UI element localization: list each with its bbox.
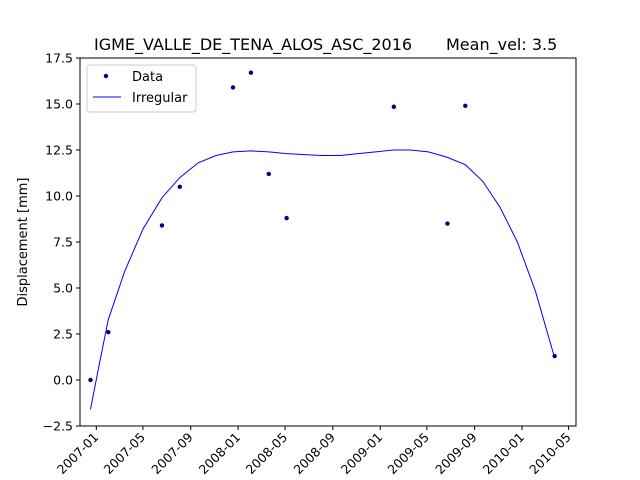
- mean-velocity-label: Mean_vel: 3.5: [446, 35, 557, 55]
- data-point: [284, 215, 289, 221]
- plot-frame: [79, 57, 577, 427]
- y-tick-label: 0.0: [53, 373, 73, 388]
- legend: Data Irregular: [86, 64, 197, 113]
- data-point: [230, 85, 236, 90]
- plot-series: [88, 70, 557, 410]
- data-point: [463, 103, 468, 109]
- legend-label-irregular: Irregular: [132, 91, 188, 106]
- x-tick-label: 2009-09: [432, 429, 480, 477]
- irregular-line: [89, 149, 556, 410]
- x-axis: 2007-01 2007-05 2007-09 2008-01 2008-05 2008-…: [54, 426, 574, 477]
- data-point: [552, 353, 557, 359]
- data-point: [159, 223, 165, 228]
- chart-title: IGME_VALLE_DE_TENA_ALOS_ASC_2016: [94, 35, 412, 55]
- y-tick-label: 2.5: [53, 327, 73, 342]
- x-tick-label: 2009-05: [384, 430, 432, 478]
- data-point: [248, 70, 254, 75]
- x-tick-label: 2010-01: [480, 430, 528, 478]
- data-point: [266, 171, 271, 177]
- data-point: [88, 377, 93, 383]
- x-tick-label: 2008-01: [196, 430, 244, 478]
- data-point: [106, 329, 111, 335]
- legend-data-marker: [103, 73, 109, 79]
- x-tick-label: 2008-09: [290, 429, 338, 477]
- data-point: [177, 184, 183, 189]
- y-tick-label: 7.5: [53, 235, 73, 250]
- y-tick-label: 10.0: [45, 189, 73, 204]
- x-tick-label: 2007-05: [101, 430, 149, 478]
- y-axis-label: Displacement [mm]: [16, 178, 31, 307]
- y-axis: −2.5 0.0 2.5 5.0 7.5 10.0 12.5 15.0 17.5: [43, 51, 80, 434]
- data-point: [445, 221, 450, 226]
- y-tick-label: 15.0: [45, 97, 73, 112]
- x-tick-label: 2007-09: [148, 429, 196, 477]
- x-tick-label: 2009-01: [338, 430, 386, 478]
- y-tick-label: −2.5: [43, 419, 73, 434]
- data-point: [391, 104, 397, 109]
- y-tick-label: 5.0: [53, 281, 73, 296]
- legend-label-data: Data: [132, 70, 163, 85]
- legend-box: [86, 64, 197, 113]
- x-tick-label: 2008-05: [243, 430, 291, 478]
- y-tick-label: 12.5: [45, 143, 73, 158]
- y-tick-label: 17.5: [45, 51, 73, 66]
- x-tick-label: 2007-01: [54, 430, 102, 478]
- x-tick-label: 2010-05: [526, 430, 574, 478]
